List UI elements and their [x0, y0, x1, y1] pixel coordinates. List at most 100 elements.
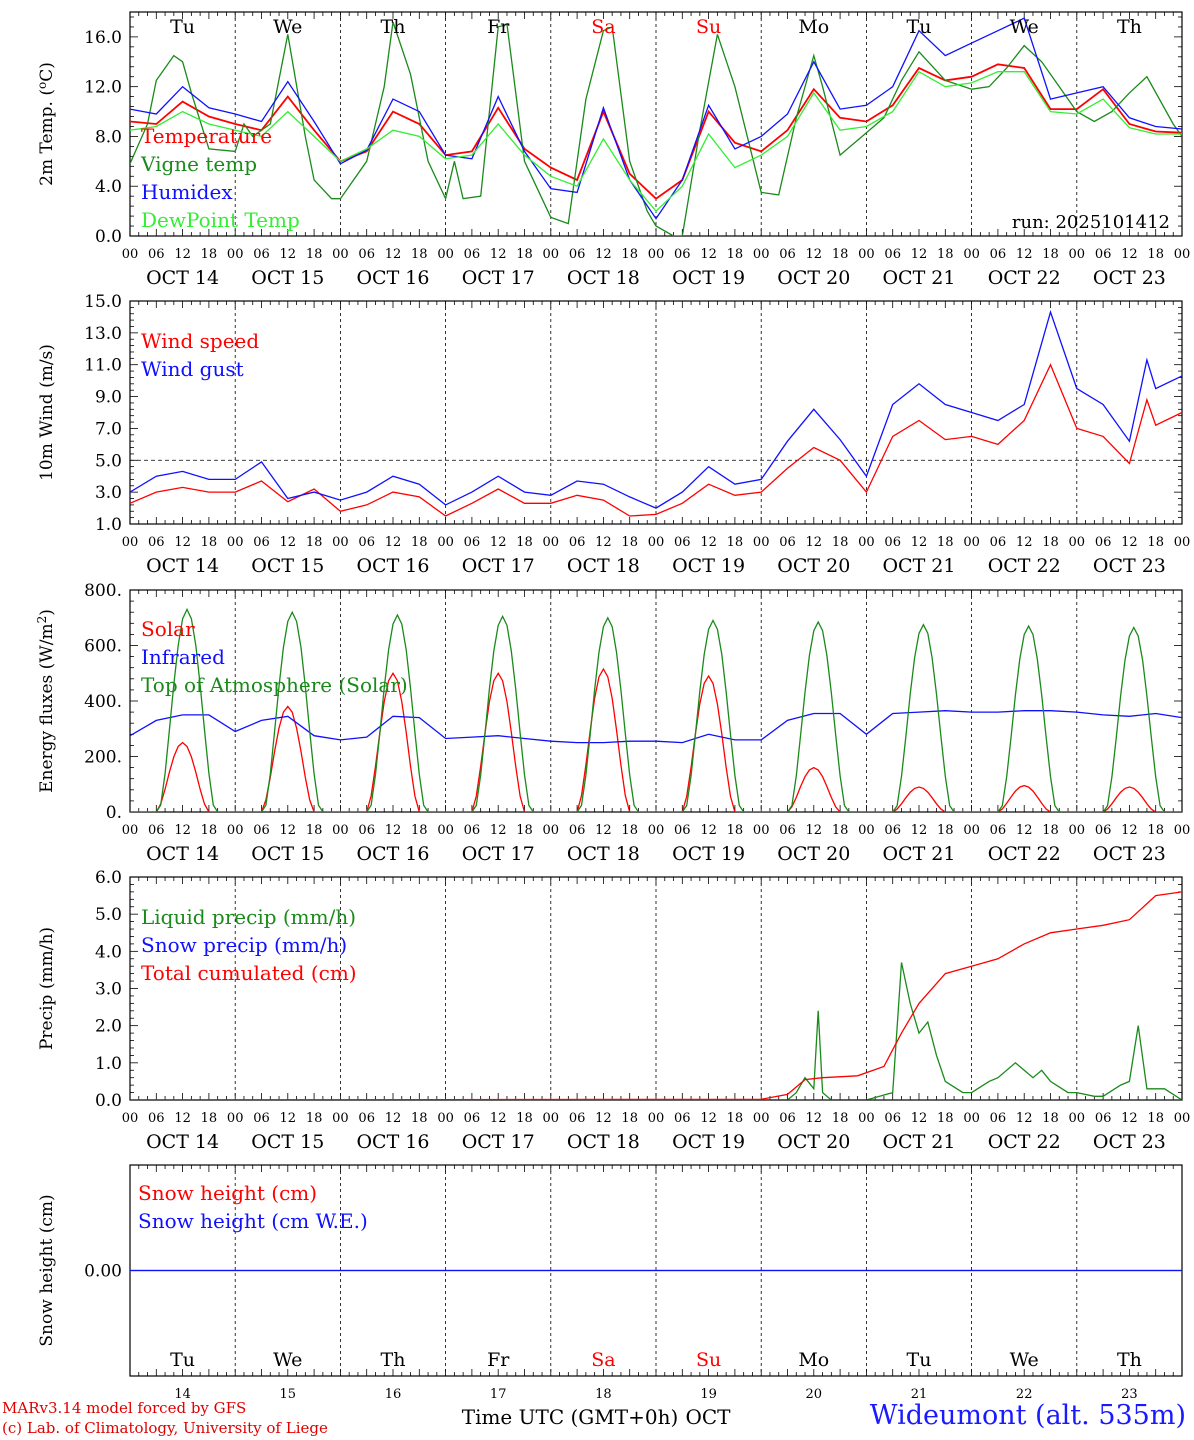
hour-tick-label: 12 [806, 247, 823, 262]
series-dewpoint-temp [130, 70, 1182, 213]
hour-tick-label: 06 [148, 823, 165, 838]
hour-tick-label: 12 [700, 247, 717, 262]
hour-tick-label: 18 [411, 1111, 428, 1126]
date-label: OCT 15 [251, 1131, 324, 1153]
hour-tick-label: 18 [1147, 247, 1164, 262]
day-number: 19 [700, 1387, 717, 1402]
hour-tick-label: 12 [1121, 1111, 1138, 1126]
date-label: OCT 17 [462, 1131, 535, 1153]
legend-entry: Temperature [141, 124, 272, 148]
series-top-of-atmosphere-solar- [130, 607, 1182, 812]
hour-tick-label: 12 [1016, 535, 1033, 550]
day-number: 20 [806, 1387, 823, 1402]
day-abbr-top: Tu [907, 16, 932, 38]
hour-tick-label: 00 [227, 1111, 244, 1126]
hour-tick-label: 06 [779, 535, 796, 550]
hour-tick-label: 00 [648, 535, 665, 550]
model-credit: MARv3.14 model forced by GFS [2, 1399, 247, 1417]
y-tick-label: 0. [106, 803, 122, 823]
hour-tick-label: 06 [148, 1111, 165, 1126]
hour-tick-label: 18 [306, 247, 323, 262]
hour-tick-label: 00 [753, 535, 770, 550]
hour-tick-label: 18 [621, 247, 638, 262]
hour-tick-label: 00 [437, 247, 454, 262]
hour-tick-label: 06 [674, 823, 691, 838]
y-tick-label: 6.0 [95, 868, 122, 888]
hour-tick-label: 00 [648, 823, 665, 838]
hour-tick-label: 12 [595, 1111, 612, 1126]
hour-tick-label: 06 [884, 535, 901, 550]
series-wind-gust [130, 309, 1182, 509]
y-tick-label: 0.0 [95, 227, 122, 247]
date-label: OCT 14 [146, 1131, 219, 1153]
date-label: OCT 16 [356, 267, 429, 289]
date-label: OCT 20 [777, 843, 850, 865]
date-label: OCT 22 [988, 843, 1061, 865]
day-abbr-top: We [273, 16, 302, 38]
hour-tick-label: 00 [543, 247, 560, 262]
series-group [130, 17, 1182, 236]
hour-tick-label: 00 [437, 823, 454, 838]
hour-tick-label: 00 [332, 247, 349, 262]
hour-tick-label: 18 [1147, 1111, 1164, 1126]
hour-tick-label: 18 [516, 823, 533, 838]
hour-tick-label: 06 [569, 247, 586, 262]
day-abbr-bottom: Th [381, 1349, 406, 1371]
y-tick-label: 1.0 [95, 1054, 122, 1074]
date-label: OCT 18 [567, 843, 640, 865]
series-liquid-precip-mm-h- [130, 962, 1182, 1100]
hour-tick-label: 00 [963, 1111, 980, 1126]
hour-tick-label: 06 [358, 535, 375, 550]
legend-entry: Snow height (cm W.E.) [138, 1209, 368, 1233]
hour-tick-label: 00 [437, 1111, 454, 1126]
date-label: OCT 22 [988, 555, 1061, 577]
hour-tick-label: 00 [543, 535, 560, 550]
legend-entry: Wind speed [141, 329, 259, 353]
series-group [130, 891, 1182, 1100]
y-tick-label: 5.0 [95, 905, 122, 925]
date-label: OCT 16 [356, 555, 429, 577]
y-tick-label: 11.0 [84, 356, 122, 376]
hour-tick-label: 00 [1069, 247, 1086, 262]
hour-tick-label: 00 [963, 247, 980, 262]
hour-tick-label: 12 [806, 535, 823, 550]
legend-entry: Infrared [141, 645, 225, 669]
date-label: OCT 21 [882, 843, 955, 865]
hour-tick-label: 18 [1042, 535, 1059, 550]
hour-tick-label: 12 [911, 823, 928, 838]
hour-tick-label: 06 [674, 1111, 691, 1126]
hour-tick-label: 12 [911, 535, 928, 550]
hour-tick-label: 00 [753, 823, 770, 838]
legend-entry: Snow precip (mm/h) [141, 933, 347, 957]
hour-tick-label: 06 [253, 823, 270, 838]
y-tick-label: 5.0 [95, 451, 122, 471]
hour-tick-label: 06 [569, 535, 586, 550]
hour-tick-label: 06 [464, 247, 481, 262]
hour-tick-label: 06 [464, 535, 481, 550]
y-tick-label: 9.0 [95, 388, 122, 408]
hour-tick-label: 18 [201, 1111, 218, 1126]
hour-tick-label: 12 [280, 1111, 297, 1126]
day-number: 17 [490, 1387, 507, 1402]
hour-tick-label: 12 [595, 535, 612, 550]
hour-tick-label: 06 [148, 535, 165, 550]
hour-tick-label: 06 [253, 535, 270, 550]
hour-tick-label: 06 [990, 823, 1007, 838]
hour-tick-label: 00 [753, 247, 770, 262]
date-label: OCT 18 [567, 1131, 640, 1153]
y-tick-label: 3.0 [95, 980, 122, 1000]
date-label: OCT 19 [672, 267, 745, 289]
hour-tick-label: 18 [727, 1111, 744, 1126]
hour-tick-label: 18 [832, 1111, 849, 1126]
hour-tick-label: 06 [253, 247, 270, 262]
hour-tick-label: 12 [490, 1111, 507, 1126]
date-label: OCT 14 [146, 555, 219, 577]
series-group [130, 309, 1182, 517]
day-number: 16 [385, 1387, 402, 1402]
hour-tick-label: 18 [621, 1111, 638, 1126]
hour-tick-label: 12 [385, 535, 402, 550]
hour-tick-label: 06 [1095, 535, 1112, 550]
hour-tick-label: 06 [358, 247, 375, 262]
legend-entry: Liquid precip (mm/h) [141, 905, 356, 929]
hour-tick-label: 00 [122, 535, 139, 550]
